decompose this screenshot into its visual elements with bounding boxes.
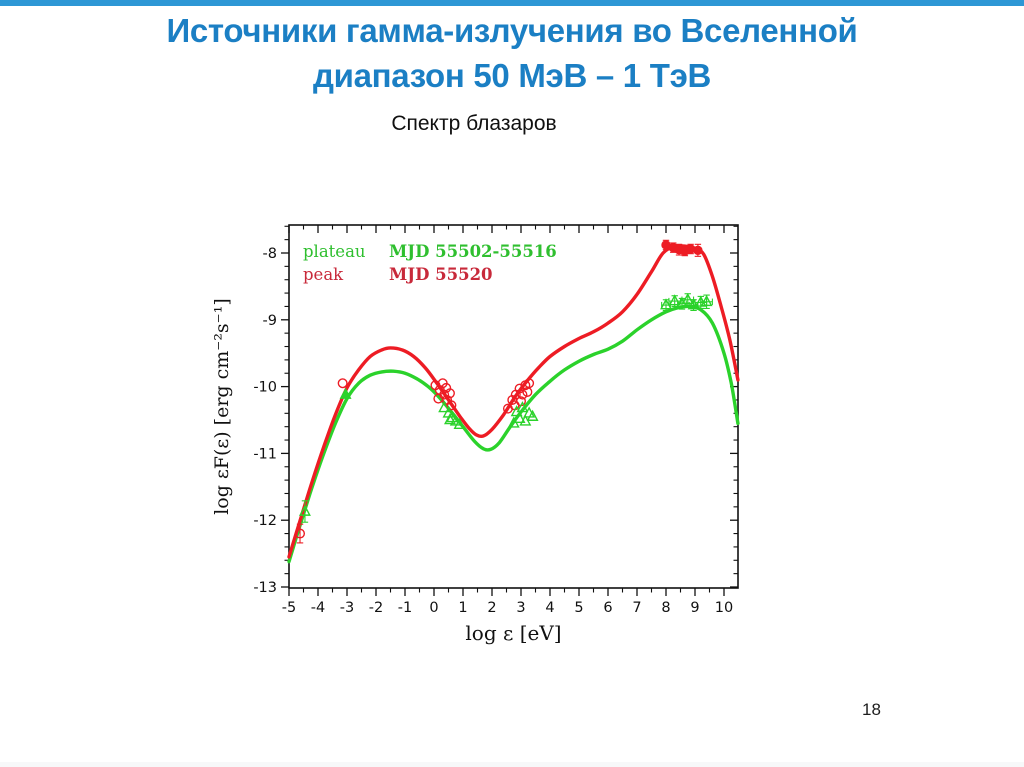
chart-legend: plateau MJD 55502-55516 peak MJD 55520 bbox=[303, 242, 557, 284]
slide-title: Источники гамма-излучения во Вселенной д… bbox=[0, 8, 1024, 98]
x-tick-label: 4 bbox=[545, 600, 554, 616]
x-tick-label: 7 bbox=[632, 600, 641, 616]
markers-plateau-triangle-filled bbox=[339, 387, 352, 399]
x-tick-label: -3 bbox=[340, 600, 354, 616]
page-number: 18 bbox=[862, 700, 881, 719]
legend-mjd: MJD 55502-55516 bbox=[389, 242, 557, 261]
x-axis: -5 -4 -3 -2 -1 0 1 2 3 4 5 6 7 8 9 10 log ε [eV] bbox=[282, 225, 733, 645]
series-curve-plateau bbox=[287, 304, 740, 564]
y-tick-label: -9 bbox=[263, 313, 277, 329]
plot-frame bbox=[288, 224, 739, 589]
slide-subtitle: Спектр блазаров bbox=[391, 112, 557, 135]
y-axis-title: log εF(ε) [erg cm⁻²s⁻¹] bbox=[211, 298, 233, 515]
legend-label: peak bbox=[303, 265, 344, 284]
x-tick-label: 6 bbox=[603, 600, 612, 616]
legend-mjd: MJD 55520 bbox=[389, 265, 493, 284]
x-tick-label: 3 bbox=[516, 600, 525, 616]
x-tick-label: -5 bbox=[282, 600, 296, 616]
x-tick-label: 0 bbox=[429, 600, 438, 616]
x-axis-title: log ε [eV] bbox=[465, 621, 561, 645]
markers-peak-circle-open bbox=[295, 378, 535, 544]
x-tick-label: -2 bbox=[369, 600, 383, 616]
y-tick-label: -12 bbox=[253, 513, 277, 529]
x-tick-label: 8 bbox=[661, 600, 670, 616]
legend-label: plateau bbox=[303, 242, 366, 261]
x-tick-label: 2 bbox=[487, 600, 496, 616]
markers-plateau-triangle-open bbox=[298, 292, 713, 523]
x-tick-label: 1 bbox=[458, 600, 467, 616]
y-tick-label: -10 bbox=[253, 380, 277, 396]
x-tick-label: 5 bbox=[574, 600, 583, 616]
markers-peak-circle-filled bbox=[661, 239, 703, 257]
x-tick-label: -4 bbox=[311, 600, 325, 616]
x-tick-label: -1 bbox=[398, 600, 412, 616]
slide-footer-strip bbox=[0, 762, 1024, 767]
y-axis: -8 -9 -10 -11 -12 -13 log εF(ε) [erg cm⁻²s⁻¹] bbox=[211, 225, 738, 596]
x-tick-label: 9 bbox=[690, 600, 699, 616]
x-tick-label: 10 bbox=[715, 600, 733, 616]
y-tick-label: -8 bbox=[263, 246, 277, 262]
y-tick-label: -13 bbox=[253, 580, 277, 596]
y-tick-label: -11 bbox=[253, 446, 277, 462]
slide-title-line1: Источники гамма-излучения во Вселенной bbox=[166, 12, 858, 49]
slide-accent-bar bbox=[0, 0, 1024, 6]
slide-title-line2: диапазон 50 МэВ – 1 ТэВ bbox=[312, 57, 712, 94]
